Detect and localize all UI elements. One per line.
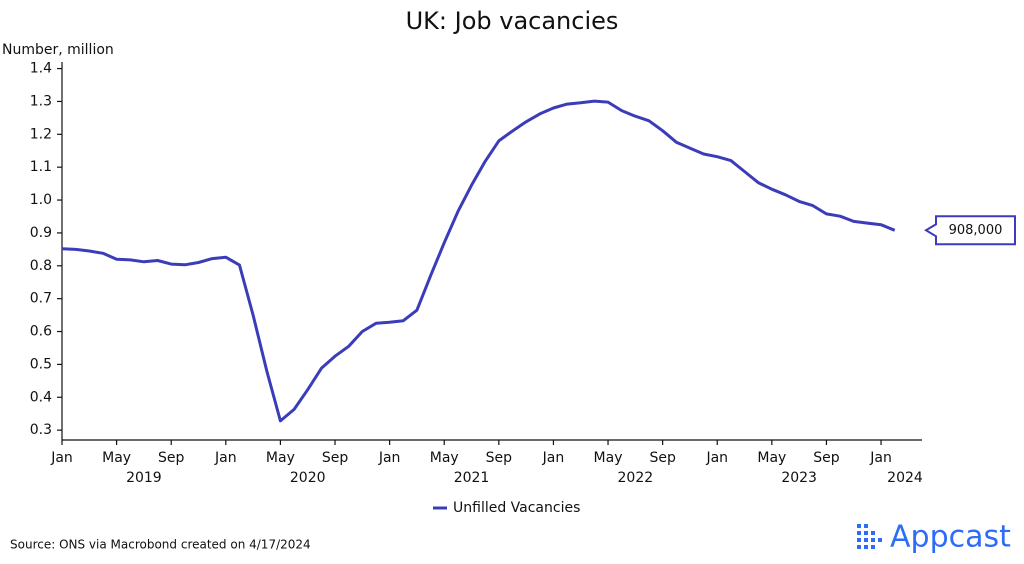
y-tick-label: 0.8	[30, 258, 52, 274]
y-tick-label: 0.9	[30, 225, 52, 241]
x-tick-label: May	[594, 450, 623, 466]
y-tick-label: 0.3	[30, 422, 52, 438]
x-year-label: 2020	[290, 470, 326, 486]
y-tick-label: 0.7	[30, 291, 52, 307]
x-year-label: 2019	[126, 470, 162, 486]
y-tick-label: 1.2	[30, 126, 52, 142]
x-tick-label: Sep	[486, 450, 513, 466]
y-tick-label: 0.4	[30, 389, 52, 405]
x-tick-label: May	[102, 450, 131, 466]
brand: Appcast	[890, 520, 1011, 555]
x-tick-label: Jan	[378, 450, 401, 466]
source: Source: ONS via Macrobond created on 4/1…	[10, 538, 311, 552]
x-year-label: 2023	[781, 470, 817, 486]
brand-icon	[857, 524, 882, 549]
x-tick-label: May	[266, 450, 295, 466]
x-tick-label: Jan	[542, 450, 565, 466]
annotation-label: 908,000	[949, 223, 1003, 238]
x-tick-label: Jan	[50, 450, 73, 466]
line	[61, 99, 896, 423]
annotation-box	[924, 215, 1016, 246]
x-tick-label: Sep	[649, 450, 676, 466]
chart-title: UK: Job vacancies	[406, 7, 619, 35]
x-tick-label: Sep	[813, 450, 840, 466]
x-tick-label: Sep	[322, 450, 349, 466]
y-axis-label: Number, million	[2, 42, 114, 58]
y-tick-label: 0.5	[30, 356, 52, 372]
x-year-label: 2021	[454, 470, 490, 486]
x-tick-label: Jan	[869, 450, 892, 466]
x-year-label: 2024	[887, 470, 923, 486]
x-tick-label: Jan	[214, 450, 237, 466]
y-tick-label: 0.6	[30, 324, 52, 340]
y-tick-label: 1.1	[30, 159, 52, 175]
y-tick-label: 1.0	[30, 192, 52, 208]
y-tick-label: 1.4	[30, 61, 52, 77]
legend-label: Unfilled Vacancies	[453, 500, 580, 516]
x-tick-label: May	[757, 450, 786, 466]
x-tick-label: Jan	[705, 450, 728, 466]
x-tick-label: May	[430, 450, 459, 466]
x-tick-label: Sep	[158, 450, 185, 466]
y-tick-label: 1.3	[30, 93, 52, 109]
x-year-label: 2022	[618, 470, 654, 486]
